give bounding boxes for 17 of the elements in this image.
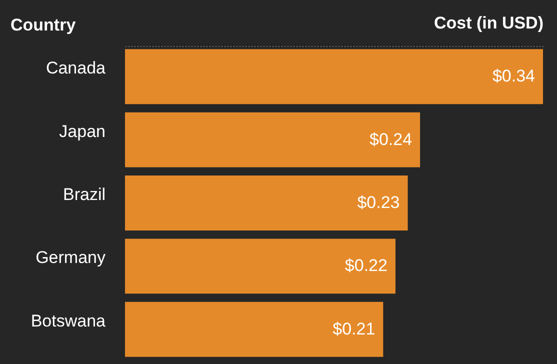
y-axis-title: Country [10, 16, 76, 34]
data-label: $0.21 [332, 319, 376, 338]
bar [125, 302, 384, 357]
data-label: $0.23 [357, 193, 400, 212]
bar [125, 49, 543, 104]
data-label: $0.34 [492, 66, 535, 86]
bar [125, 238, 396, 294]
bar [125, 176, 408, 230]
x-axis-title: Cost (in USD) [434, 14, 544, 32]
y-tick-label: Germany [36, 248, 106, 268]
y-tick-label: Canada [46, 58, 106, 78]
y-tick-label: Brazil [62, 185, 106, 204]
y-tick-label: Japan [59, 122, 106, 141]
data-label: $0.22 [344, 256, 388, 276]
bar [125, 112, 420, 168]
data-label: $0.24 [370, 130, 412, 149]
y-tick-label: Botswana [30, 311, 106, 330]
